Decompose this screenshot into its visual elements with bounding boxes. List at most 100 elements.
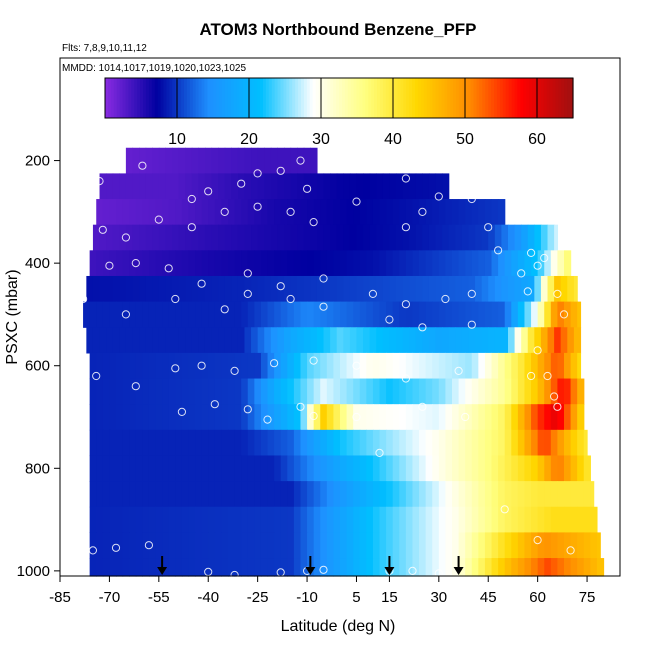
heatmap-cell — [231, 224, 239, 251]
heatmap-cell — [468, 224, 476, 251]
sample-point — [523, 287, 532, 296]
sample-point — [276, 282, 285, 291]
heatmap-cell — [349, 327, 358, 354]
heatmap-cell — [228, 558, 236, 577]
heatmap-cell — [392, 532, 400, 559]
down-arrow — [384, 556, 395, 575]
heatmap-cell — [251, 327, 259, 354]
heatmap-cell — [577, 378, 585, 405]
heatmap-cell — [96, 506, 104, 533]
heatmap-cell — [158, 173, 167, 200]
heatmap-cell — [484, 378, 493, 405]
heatmap-cell — [244, 224, 252, 251]
heatmap-cell — [297, 327, 305, 354]
heatmap-cell — [237, 224, 246, 251]
heatmap-cell — [458, 506, 466, 533]
heatmap-cell — [419, 301, 427, 328]
heatmap-cell — [471, 506, 479, 533]
down-arrow — [453, 556, 464, 575]
heatmap-cell — [185, 173, 193, 200]
sample-point — [79, 294, 88, 304]
heatmap-cell — [577, 301, 582, 328]
heatmap-cell — [109, 378, 117, 405]
colorbar-cell — [458, 78, 463, 118]
plot-frame — [59, 57, 621, 577]
heatmap-cell — [468, 275, 476, 303]
heatmap-cell — [438, 404, 447, 431]
heatmap-cell — [504, 532, 512, 559]
heatmap-cell — [290, 147, 298, 174]
sample-point — [92, 371, 101, 381]
heatmap-cell — [471, 481, 479, 508]
sample-point — [230, 570, 239, 580]
heatmap-cell — [465, 506, 473, 533]
colorbar-cell — [488, 78, 492, 118]
heatmap-cell — [228, 250, 236, 277]
heatmap-cell — [224, 327, 232, 354]
heatmap-cell — [524, 506, 532, 533]
heatmap-cell — [287, 455, 295, 482]
heatmap-cell — [129, 506, 137, 533]
heatmap-cell — [372, 250, 381, 277]
y-tick-label: 400 — [25, 255, 50, 272]
heatmap-cell — [428, 275, 437, 303]
heatmap-cell — [148, 481, 157, 508]
heatmap-cell — [307, 352, 315, 380]
heatmap-cell — [415, 275, 423, 303]
heatmap-cell — [346, 404, 354, 431]
heatmap-cell — [392, 404, 400, 431]
heatmap-cell — [544, 378, 552, 405]
heatmap-cell — [195, 352, 203, 380]
heatmap-cell — [142, 352, 150, 380]
sample-point — [220, 207, 229, 216]
heatmap-cell — [353, 481, 361, 508]
heatmap-cell — [109, 404, 117, 431]
colorbar-cell — [292, 78, 296, 118]
heatmap-cell — [409, 224, 417, 251]
heatmap-cell — [386, 199, 394, 226]
heatmap-cell — [458, 404, 466, 431]
heatmap-cell — [247, 455, 255, 482]
heatmap-cell — [204, 173, 213, 200]
heatmap-cell — [135, 199, 143, 226]
heatmap-cell — [405, 558, 414, 577]
heatmap-cell — [135, 352, 143, 380]
colorbar-tick-label: 40 — [384, 131, 402, 148]
heatmap-cell — [208, 301, 216, 328]
heatmap-cell — [260, 250, 269, 277]
heatmap-cell — [214, 404, 223, 431]
heatmap-cell — [280, 532, 288, 559]
heatmap-cell — [425, 506, 433, 533]
colorbar-cell — [242, 78, 246, 118]
heatmap-cell — [547, 275, 555, 303]
heatmap-cell — [208, 352, 216, 380]
heatmap-cell — [165, 224, 173, 251]
colorbar-cell — [365, 78, 369, 118]
heatmap-cell — [307, 506, 315, 533]
heatmap-cell — [359, 301, 367, 328]
heatmap-cell — [290, 327, 298, 354]
heatmap-cell — [290, 275, 298, 303]
heatmap-cell — [336, 275, 344, 303]
heatmap-cell — [96, 301, 104, 328]
heatmap-cell — [419, 378, 427, 405]
heatmap-cell — [132, 327, 140, 354]
heatmap-cell — [303, 275, 311, 303]
heatmap-cell — [557, 429, 565, 457]
heatmap-cell — [188, 378, 196, 405]
heatmap-cell — [517, 506, 526, 533]
x-tick-label: -85 — [49, 589, 71, 606]
heatmap-cell — [109, 429, 117, 457]
heatmap-cell — [425, 404, 433, 431]
heatmap-cell — [405, 532, 414, 559]
heatmap-cell — [346, 481, 354, 508]
heatmap-cell — [517, 481, 526, 508]
heatmap-cell — [234, 455, 242, 482]
heatmap-cell — [307, 378, 315, 405]
heatmap-cell — [119, 173, 127, 200]
colorbar-cell — [318, 78, 323, 118]
heatmap-cell — [201, 506, 209, 533]
colorbar-cell — [140, 78, 144, 118]
heatmap-cell — [122, 404, 130, 431]
heatmap-cell — [475, 224, 483, 251]
